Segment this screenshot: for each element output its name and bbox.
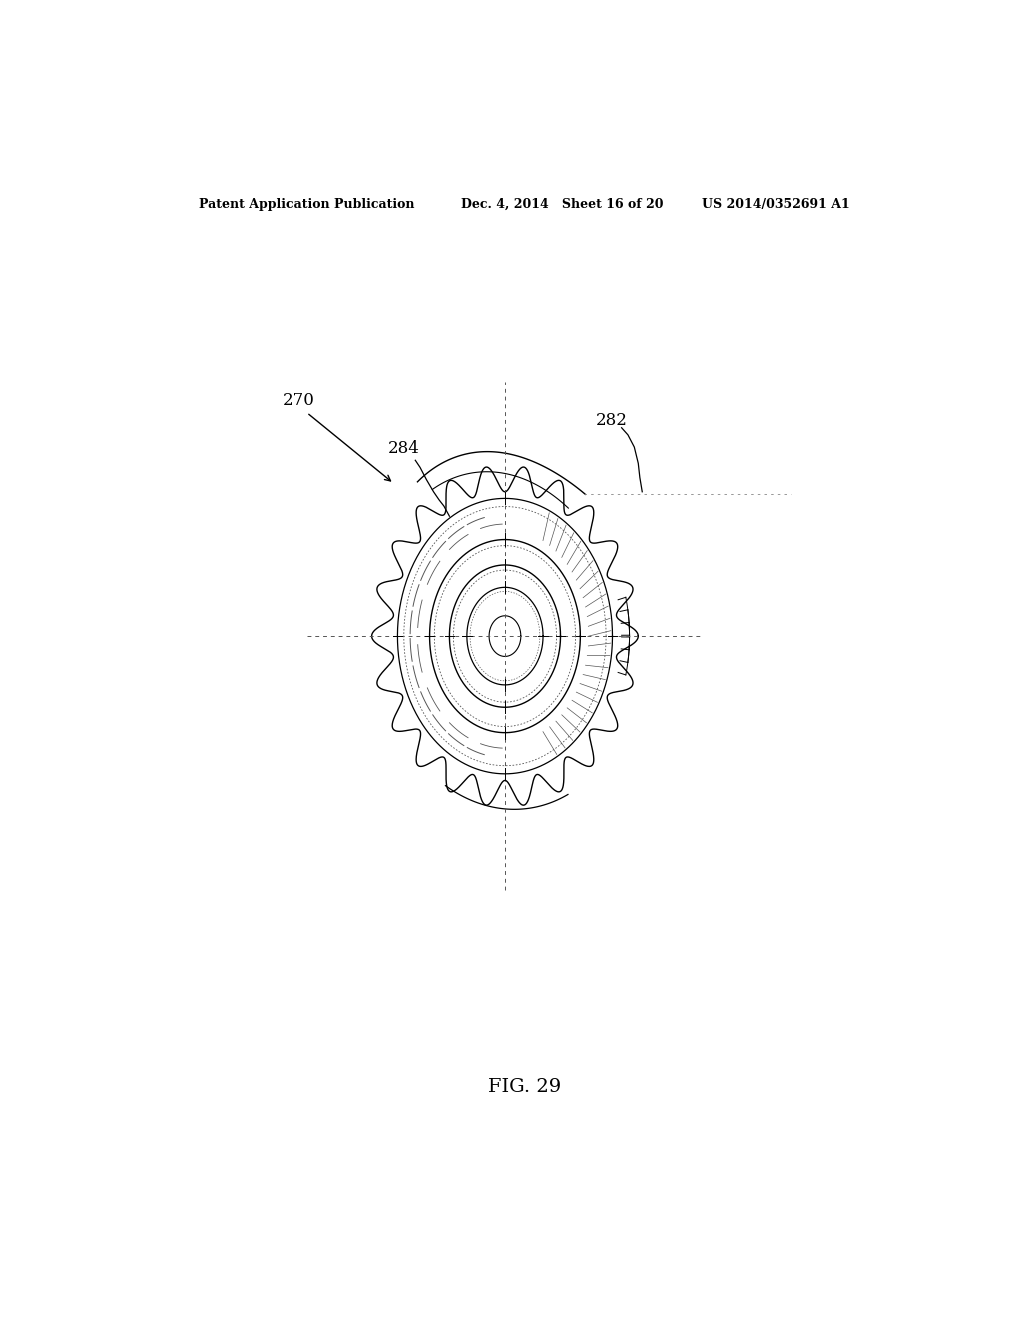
Text: US 2014/0352691 A1: US 2014/0352691 A1 — [702, 198, 850, 211]
Text: Patent Application Publication: Patent Application Publication — [200, 198, 415, 211]
Text: 270: 270 — [283, 392, 314, 409]
Text: 282: 282 — [596, 412, 628, 429]
Text: 284: 284 — [388, 440, 420, 457]
Text: FIG. 29: FIG. 29 — [488, 1078, 561, 1097]
Text: Dec. 4, 2014   Sheet 16 of 20: Dec. 4, 2014 Sheet 16 of 20 — [461, 198, 664, 211]
